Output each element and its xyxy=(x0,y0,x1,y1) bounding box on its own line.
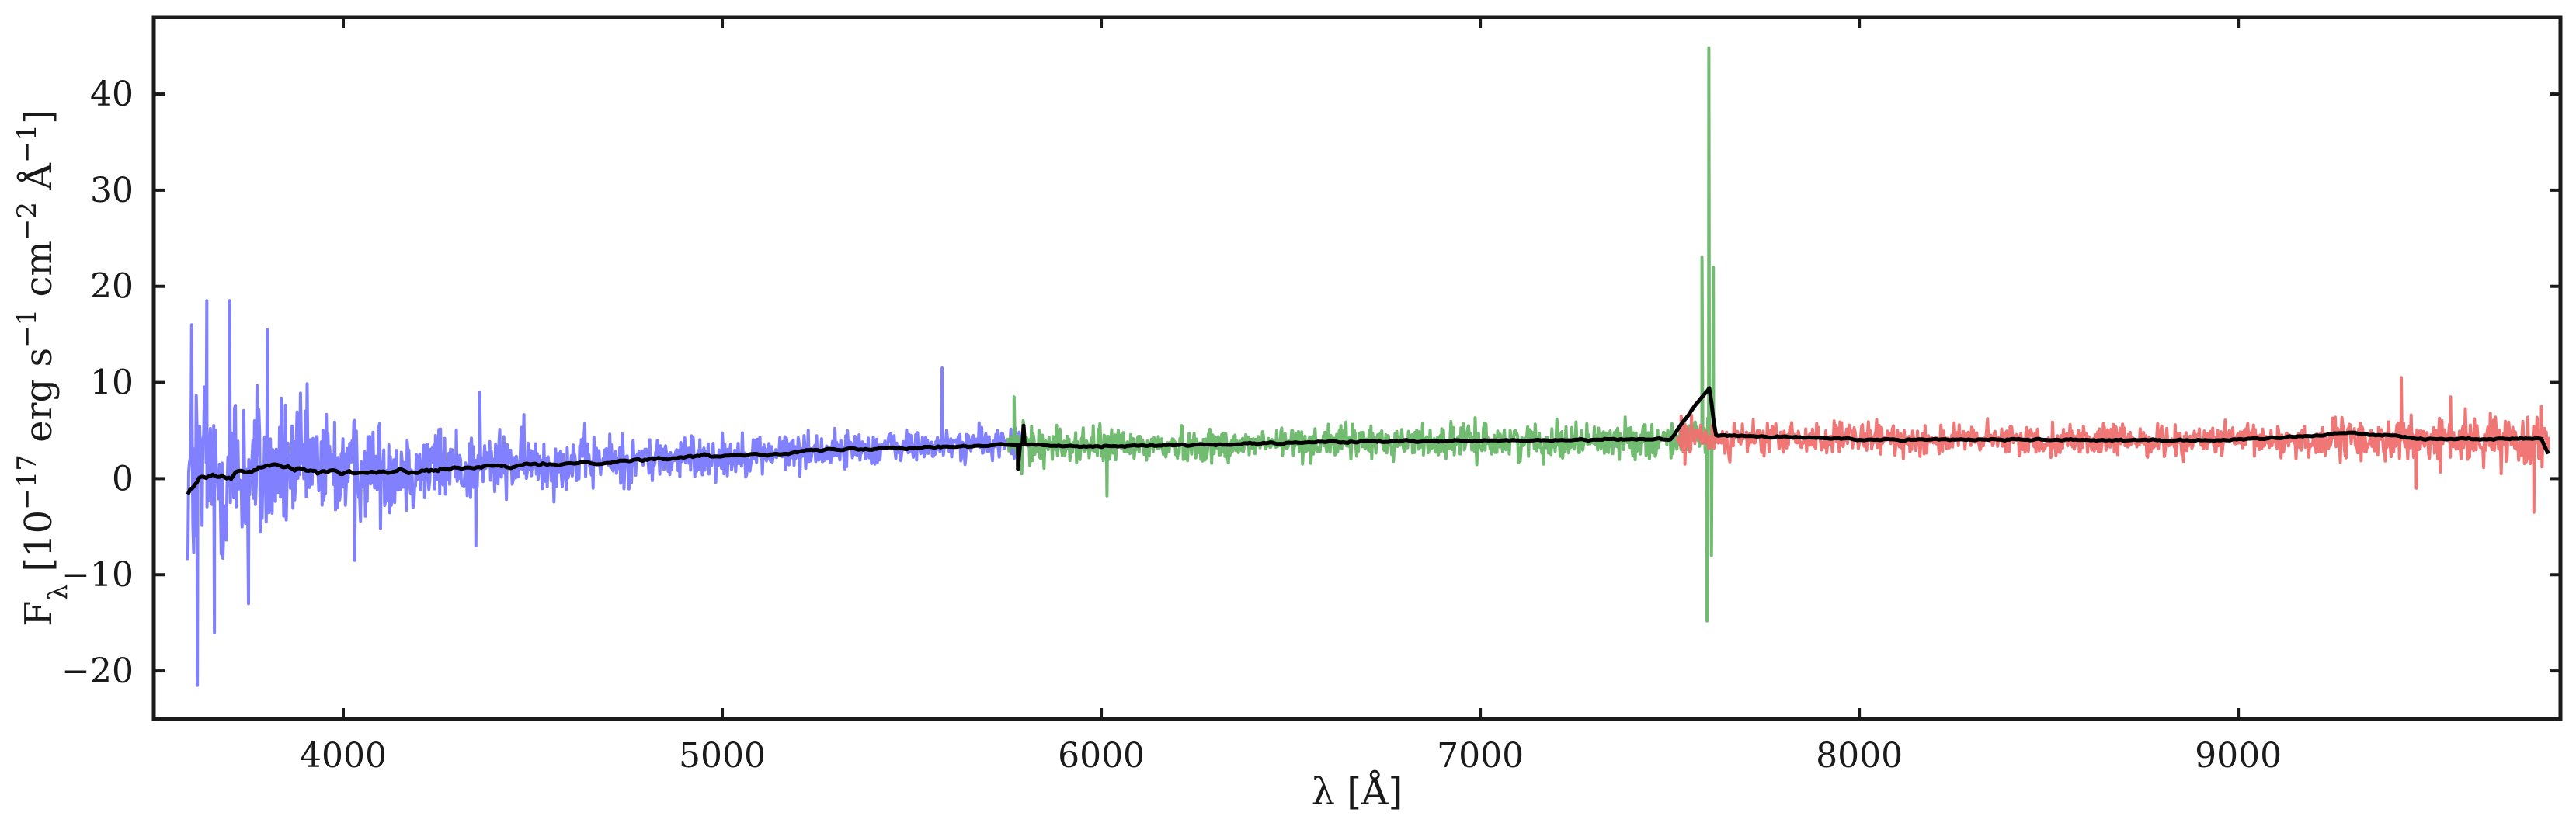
y-axis-label: Fλ [10−17 erg s−1 cm−2 Å−1] xyxy=(12,109,74,627)
series-line-green-arm xyxy=(1006,46,1717,623)
x-tick-label: 5000 xyxy=(679,736,766,776)
series-layer xyxy=(186,46,2550,687)
ticks-layer: 4000 5000 6000 7000 8000 9000 −20 −10 0 10 20 30 40 xyxy=(61,17,2560,776)
x-tick-label: 4000 xyxy=(300,736,387,776)
y-tick-label: −20 xyxy=(61,651,134,691)
plot-frame xyxy=(151,15,2563,721)
series-line-red-arm xyxy=(1675,376,2550,514)
y-tick-label: −10 xyxy=(61,555,134,595)
series-line-blue-arm xyxy=(186,299,1027,687)
series-line-combined xyxy=(186,386,2550,495)
x-tick-label: 6000 xyxy=(1058,736,1145,776)
y-tick-label: 0 xyxy=(112,459,134,498)
y-tick-label: 20 xyxy=(90,267,134,307)
y-tick-label: 40 xyxy=(90,75,134,114)
x-tick-label: 7000 xyxy=(1437,736,1524,776)
x-axis-label: λ [Å] xyxy=(1312,769,1403,814)
y-tick-label: 30 xyxy=(90,171,134,210)
x-tick-label: 8000 xyxy=(1816,736,1903,776)
y-tick-label: 10 xyxy=(90,363,134,403)
x-tick-label: 9000 xyxy=(2195,736,2282,776)
